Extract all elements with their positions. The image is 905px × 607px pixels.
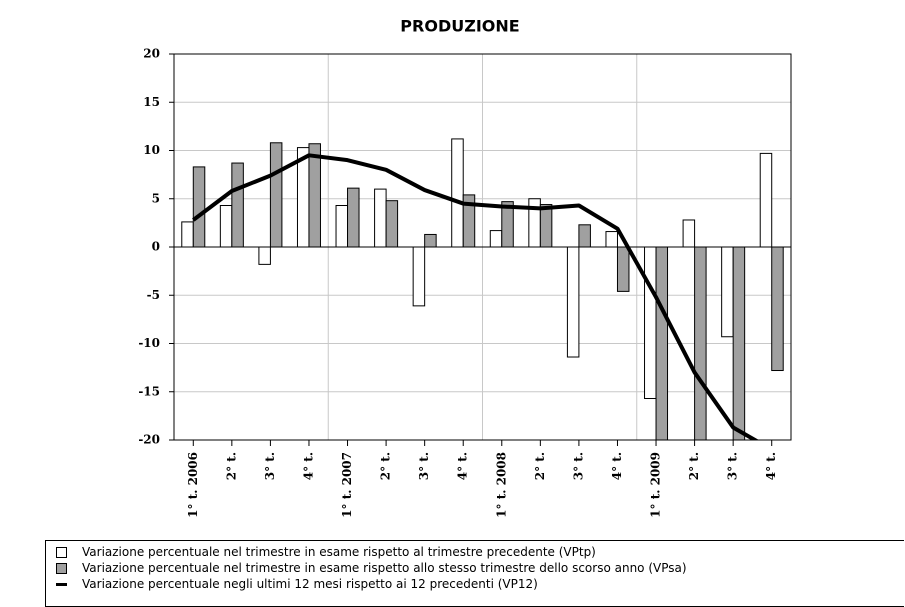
bar [489, 230, 503, 248]
y-tick-label: -10 [138, 336, 160, 350]
legend: Variazione percentuale nel trimestre in … [45, 540, 904, 607]
y-tick-label: 5 [152, 191, 160, 205]
bar [258, 246, 271, 265]
x-tick-label: 4° t. [764, 452, 778, 480]
bar [308, 143, 321, 248]
bar [347, 187, 360, 248]
x-tick-label: 2° t. [687, 452, 701, 480]
x-tick-label: 3° t. [417, 452, 431, 480]
bar [721, 246, 734, 338]
plot-content [181, 138, 784, 440]
legend-swatch [56, 547, 67, 558]
bar [566, 246, 580, 358]
x-tick-label: 1° t. 2006 [186, 452, 200, 518]
bar [732, 246, 746, 440]
bar [616, 246, 630, 292]
y-tick-label: 20 [143, 47, 160, 61]
bar [424, 233, 437, 248]
x-tick-label: 4° t. [301, 452, 315, 480]
chart-title: PRODUZIONE [400, 17, 519, 36]
bar [412, 246, 426, 307]
bar [219, 205, 233, 248]
x-tick-label: 1° t. 2009 [649, 452, 663, 518]
bar [192, 166, 206, 248]
bar [374, 188, 387, 248]
bar [539, 204, 553, 248]
bar [335, 205, 349, 248]
x-tick-label: 3° t. [571, 452, 585, 480]
x-tick-label: 2° t. [533, 452, 547, 480]
x-tick-label: 3° t. [263, 452, 277, 480]
x-tick-label: 2° t. [379, 452, 393, 480]
x-tick-label: 1° t. 2008 [494, 452, 508, 518]
plot-frame [173, 53, 792, 441]
bar [181, 221, 194, 248]
x-tick-label: 3° t. [726, 452, 740, 480]
chart: PRODUZIONE -20 -15 -10 -5 0 5 10 15 20 1° t. 2006… [138, 17, 792, 518]
bar [451, 138, 464, 248]
bar [269, 142, 283, 248]
x-tick-label: 1° t. 2007 [340, 452, 354, 518]
y-tick-label: 15 [143, 95, 160, 109]
legend-label: Variazione percentuale negli ultimi 12 m… [82, 577, 538, 591]
bar [385, 200, 399, 248]
y-tick-label: -15 [138, 384, 160, 398]
legend-swatch [56, 563, 67, 574]
legend-label: Variazione percentuale nel trimestre in … [82, 561, 687, 575]
bar [605, 231, 618, 248]
bar [759, 152, 773, 248]
legend-swatch [56, 583, 67, 586]
bar [578, 224, 591, 248]
x-tick-label: 2° t. [224, 452, 238, 480]
x-tick-label: 4° t. [456, 452, 470, 480]
y-tick-label: -5 [147, 288, 160, 302]
legend-label: Variazione percentuale nel trimestre in … [82, 545, 596, 559]
line [192, 153, 759, 440]
y-tick-label: 10 [143, 143, 160, 157]
bar [694, 246, 707, 440]
bar [644, 246, 657, 400]
y-tick-label: 0 [152, 240, 160, 254]
bar [682, 219, 696, 248]
bar [231, 162, 244, 248]
bar [771, 246, 784, 372]
y-tick-label: -20 [138, 433, 160, 447]
bar [655, 246, 669, 440]
x-tick-label: 4° t. [610, 452, 624, 480]
